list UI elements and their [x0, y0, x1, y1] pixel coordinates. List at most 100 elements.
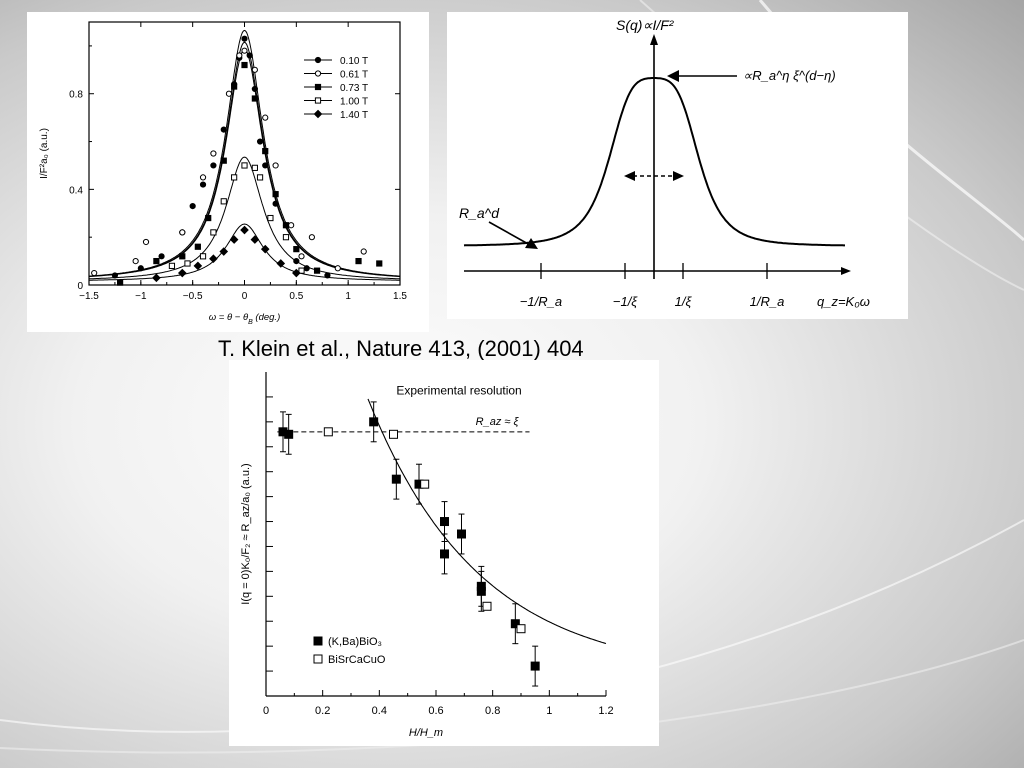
x-tick-label: 1.2: [598, 705, 613, 717]
data-point: [241, 47, 248, 54]
data-point: [457, 529, 466, 539]
legend-marker: [314, 83, 322, 91]
peak-profile-panel: −1.5 −1 −0.5 0 0.5 1 1.5 0 0.4 0.8 ω = θ − θB (deg…: [27, 12, 429, 332]
peak-annotation-arrowhead: [667, 70, 679, 82]
tail-annotation: R_a^d: [459, 205, 500, 221]
x-tick-label: 0.2: [315, 705, 330, 717]
data-point: [236, 52, 243, 59]
data-point: [219, 247, 229, 256]
legend-label: 0.61 T: [340, 70, 368, 81]
data-point: [476, 586, 486, 596]
data-point: [177, 268, 187, 278]
data-point: [298, 267, 305, 274]
data-point: [267, 214, 274, 222]
legend-label: 1.40 T: [340, 110, 368, 121]
data-point: [323, 427, 333, 437]
y-tick-label: 0.4: [69, 185, 83, 196]
data-point: [179, 253, 186, 260]
data-point: [355, 257, 362, 265]
legend-marker: [313, 109, 323, 119]
chart-title: S(q)∝I/F²: [616, 17, 675, 33]
x-axis-arrow: [841, 267, 851, 275]
fit-curve: [89, 223, 400, 281]
data-point: [158, 253, 165, 260]
data-point: [510, 619, 520, 629]
data-point: [282, 234, 290, 241]
data-point: [132, 257, 139, 265]
data-point: [293, 257, 300, 265]
data-point: [530, 661, 540, 671]
x-tick-label: 1: [345, 291, 351, 302]
data-point: [389, 429, 398, 439]
data-point: [288, 222, 295, 229]
tail-annotation-arrow: [488, 221, 531, 246]
structure-factor-panel: S(q)∝I/F² −1/R_a −1/ξ 1/ξ 1/R_a q_z=K₀ω ∝R_a^η…: [447, 12, 908, 319]
data-point: [241, 61, 248, 69]
data-point: [292, 268, 301, 278]
data-point: [240, 225, 249, 235]
data-point: [313, 267, 321, 274]
peak-profile-chart: −1.5 −1 −0.5 0 0.5 1 1.5 0 0.4 0.8 ω = θ − θB (deg…: [39, 21, 407, 326]
data-point: [91, 269, 98, 277]
data-point: [256, 174, 264, 181]
data-point: [246, 52, 253, 59]
data-point: [229, 235, 239, 244]
y-axis-arrow: [650, 34, 658, 45]
data-point: [210, 229, 217, 236]
data-point: [308, 234, 315, 241]
data-point: [205, 214, 212, 222]
width-arrow-head-left: [624, 171, 635, 181]
data-point: [256, 138, 264, 145]
data-point: [210, 162, 217, 169]
intensity-vs-field-chart: 0 0.2 0.4 0.6 0.8 1 1.2 H/H_m I(q = 0)K₀/F₂ ≈ R_…: [240, 372, 614, 739]
data-point: [262, 162, 269, 169]
legend-label: 0.73 T: [340, 83, 368, 94]
resolution-annotation: Experimental resolution: [396, 383, 521, 397]
data-point: [251, 85, 258, 93]
data-point: [199, 174, 207, 181]
data-point: [199, 181, 207, 188]
x-tick-label: 1/ξ: [675, 294, 693, 309]
x-tick-label: 0: [242, 291, 248, 302]
data-point: [209, 254, 218, 264]
x-tick-label: −0.5: [183, 291, 203, 302]
data-point: [117, 279, 124, 286]
data-point: [440, 549, 449, 559]
data-point: [142, 238, 150, 246]
data-point: [153, 257, 160, 265]
x-tick-label: 0.4: [372, 705, 387, 717]
data-point: [189, 203, 196, 210]
data-point: [482, 601, 492, 611]
data-point: [199, 253, 207, 260]
data-point: [420, 479, 430, 489]
x-tick-label: 1.5: [393, 291, 407, 302]
data-point: [293, 246, 300, 253]
data-point: [179, 229, 186, 236]
data-point: [137, 265, 144, 272]
data-point: [360, 248, 367, 255]
intensity-vs-field-panel: 0 0.2 0.4 0.6 0.8 1 1.2 H/H_m I(q = 0)K₀/F₂ ≈ R_…: [229, 360, 659, 746]
data-point: [251, 95, 258, 102]
data-point: [369, 417, 379, 427]
legend-label: 0.10 T: [340, 56, 368, 67]
data-point: [220, 157, 227, 164]
data-point: [220, 126, 227, 133]
data-point: [262, 114, 269, 121]
y-axis-label: I(q = 0)K₀/F₂ ≈ R_az/a₀ (a.u.): [240, 463, 252, 604]
width-arrow-head-right: [673, 171, 684, 181]
data-point: [210, 150, 217, 157]
data-point: [225, 90, 233, 97]
data-point: [272, 162, 279, 169]
legend-label: (K,Ba)BiO₃: [328, 636, 382, 648]
data-point: [324, 272, 331, 279]
legend-label: BiSrCaCuO: [328, 654, 386, 666]
data-point: [250, 235, 260, 244]
data-point: [391, 474, 401, 484]
x-tick-label: −1: [135, 291, 147, 302]
y-axis-label: I/F²a₀ (a.u.): [39, 128, 50, 179]
data-point: [440, 517, 449, 527]
peak-annotation: ∝R_a^η ξ^(d−η): [743, 68, 836, 83]
data-point: [282, 222, 290, 229]
data-point: [231, 83, 238, 90]
x-tick-label: 0.6: [428, 705, 443, 717]
